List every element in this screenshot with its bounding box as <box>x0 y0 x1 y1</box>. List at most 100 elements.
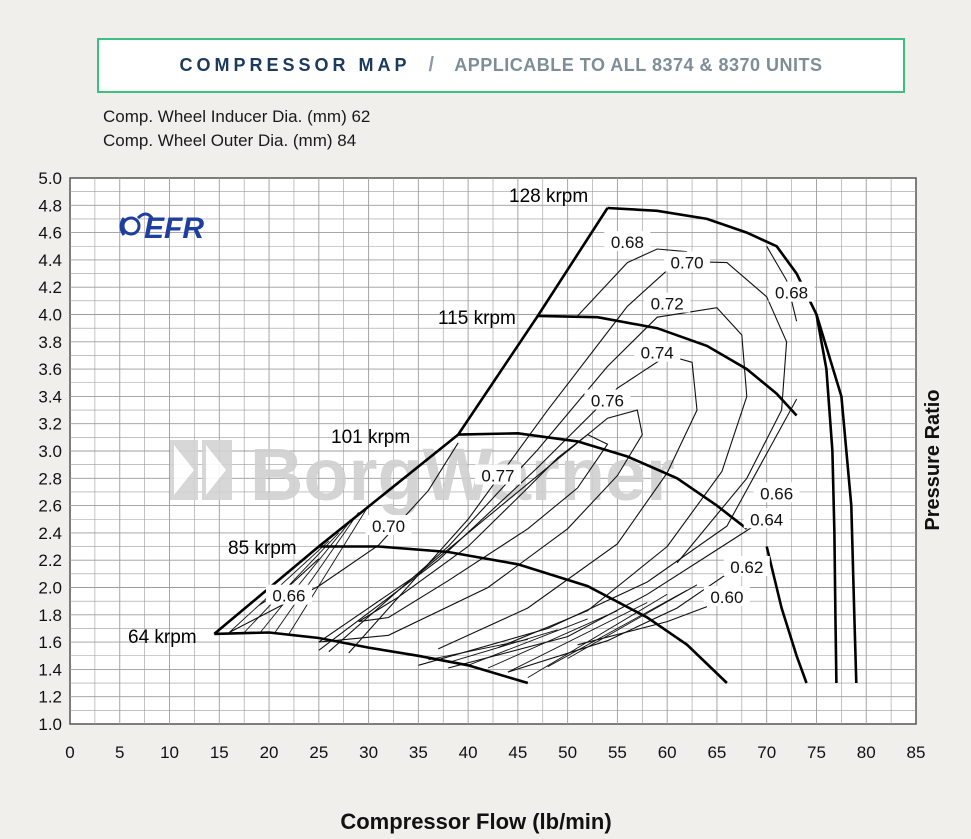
efficiency-contour-0.66 <box>418 398 798 666</box>
efficiency-contour-0.72 <box>328 307 748 653</box>
x-tick-label: 60 <box>658 743 677 762</box>
efficiency-label-bg <box>265 584 312 605</box>
efficiency-label: 0.68 <box>611 233 644 252</box>
chart-title: COMPRESSOR MAP <box>179 55 411 75</box>
x-tick-label: 50 <box>558 743 577 762</box>
y-tick-label: 4.4 <box>38 251 62 270</box>
efficiency-contour-0.76 <box>318 409 643 643</box>
choke-inner <box>765 546 808 684</box>
efficiency-label-bg <box>723 556 770 577</box>
y-tick-label: 5.0 <box>38 169 62 188</box>
y-tick-label: 3.4 <box>38 387 62 406</box>
efficiency-islands <box>228 246 798 673</box>
efficiency-label-bg <box>644 292 691 313</box>
y-tick-label: 3.6 <box>38 360 62 379</box>
efr-logo: EFR <box>119 212 204 245</box>
x-axis-label: Compressor Flow (lb/min) <box>340 809 611 834</box>
efficiency-label-bg <box>703 586 750 607</box>
speed-line-128-krpm <box>607 206 858 684</box>
speed-label: 101 krpm <box>331 427 410 448</box>
speed-line-101-krpm <box>458 431 748 530</box>
y-axis-label: Pressure Ratio <box>922 389 944 530</box>
hatch-line <box>288 505 369 635</box>
speed-line-85-krpm <box>318 545 728 684</box>
y-tick-label: 2.0 <box>38 579 62 598</box>
y-tick-label: 2.8 <box>38 469 62 488</box>
hatch-line <box>547 589 688 668</box>
spec-outer-diameter: Comp. Wheel Outer Dia. (mm) 84 <box>103 131 357 150</box>
y-tick-label: 1.2 <box>38 688 62 707</box>
y-tick-label: 1.6 <box>38 633 62 652</box>
x-tick-label: 85 <box>907 743 926 762</box>
efficiency-label: 0.66 <box>272 587 305 606</box>
speed-lines <box>213 206 858 685</box>
y-tick-label: 1.0 <box>38 715 62 734</box>
hatch-line <box>507 602 648 673</box>
efficiency-label-bg <box>365 515 412 536</box>
turbo-swirl-icon <box>119 212 154 236</box>
y-tick-label: 2.2 <box>38 551 62 570</box>
efficiency-label: 0.74 <box>641 344 674 363</box>
x-tick-label: 55 <box>608 743 627 762</box>
efficiency-contour-0.68 <box>766 246 798 322</box>
y-tick-label: 4.2 <box>38 278 62 297</box>
efficiency-label: 0.62 <box>730 558 763 577</box>
efficiency-label: 0.68 <box>775 284 808 303</box>
efficiency-label-bg <box>604 231 651 252</box>
hatch-line <box>487 610 618 669</box>
x-tick-label: 10 <box>160 743 179 762</box>
title-separator: / <box>428 54 437 76</box>
x-tick-label: 25 <box>309 743 328 762</box>
x-tick-label: 5 <box>115 743 124 762</box>
x-tick-label: 15 <box>210 743 229 762</box>
efficiency-contour-0.70 <box>348 260 788 654</box>
x-tick-label: 20 <box>260 743 279 762</box>
spec-inducer-diameter: Comp. Wheel Inducer Dia. (mm) 62 <box>103 107 371 126</box>
efficiency-label-bg <box>753 482 800 503</box>
efficiency-label: 0.60 <box>710 588 743 607</box>
efficiency-contour-0.74 <box>318 354 698 651</box>
efficiency-label-bg <box>743 508 790 529</box>
borgwarner-watermark: BorgWarner <box>170 433 675 516</box>
speed-label: 64 krpm <box>128 627 197 648</box>
hatch-line <box>448 629 558 664</box>
speed-label: 128 krpm <box>509 186 588 207</box>
efficiency-label: 0.64 <box>750 510 783 529</box>
speed-line-64-krpm <box>214 631 529 685</box>
hatch-line <box>258 523 350 635</box>
efficiency-label: 0.66 <box>760 484 793 503</box>
efficiency-label: 0.72 <box>651 295 684 314</box>
hatch-line <box>243 532 340 633</box>
x-tick-label: 45 <box>508 743 527 762</box>
efficiency-contour-0.64 <box>448 526 753 669</box>
y-tick-label: 2.4 <box>38 524 62 543</box>
efficiency-label-bg <box>474 464 521 485</box>
efficiency-label: 0.70 <box>372 517 405 536</box>
efr-logo-text: EFR <box>144 212 204 245</box>
x-tick-label: 35 <box>409 743 428 762</box>
y-tick-label: 3.8 <box>38 333 62 352</box>
y-tick-label: 4.0 <box>38 306 62 325</box>
hatch-line <box>428 638 528 661</box>
x-tick-label: 65 <box>707 743 726 762</box>
speed-label: 115 krpm <box>438 308 516 329</box>
efficiency-contour-0.77 <box>358 433 609 623</box>
efficiency-contour-0.62 <box>507 573 728 673</box>
borgwarner-logo-icon <box>170 440 232 500</box>
title-banner: COMPRESSOR MAP / APPLICABLE TO ALL 8374 … <box>97 38 905 93</box>
efficiency-label-bg <box>664 251 711 272</box>
x-tick-label: 30 <box>359 743 378 762</box>
y-tick-label: 3.0 <box>38 442 62 461</box>
choke-outer <box>815 314 838 684</box>
chart-labels: 64 krpm 85 krpm 101 krpm 115 krpm 128 krpm 0.… <box>128 186 815 648</box>
efficiency-label: 0.70 <box>671 254 704 273</box>
hatch-line <box>273 512 359 635</box>
efficiency-label-bg <box>584 389 631 410</box>
efficiency-label-bg <box>768 281 815 302</box>
chart-subtitle: APPLICABLE TO ALL 8374 & 8370 UNITS <box>454 55 823 75</box>
hatch-line <box>527 593 668 678</box>
efficiency-contour-0.60 <box>577 606 708 646</box>
y-tick-label: 1.8 <box>38 606 62 625</box>
efficiency-contour-0.68 <box>577 248 688 317</box>
